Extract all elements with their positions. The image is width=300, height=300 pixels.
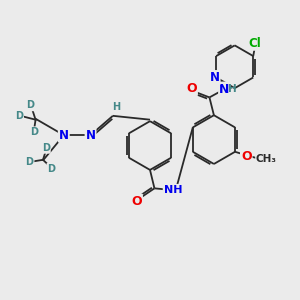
Text: O: O — [131, 195, 142, 208]
Text: D: D — [47, 164, 55, 174]
Text: Cl: Cl — [248, 37, 261, 50]
Text: O: O — [241, 150, 252, 163]
Text: H: H — [112, 102, 120, 112]
Text: CH₃: CH₃ — [256, 154, 277, 164]
Text: D: D — [42, 143, 50, 153]
Text: D: D — [30, 127, 38, 137]
Text: N: N — [219, 82, 230, 96]
Text: N: N — [210, 71, 220, 84]
Text: N: N — [85, 129, 96, 142]
Text: NH: NH — [164, 185, 182, 195]
Text: O: O — [186, 82, 197, 95]
Text: D: D — [26, 100, 34, 110]
Text: D: D — [26, 157, 34, 167]
Text: N: N — [59, 129, 69, 142]
Text: D: D — [15, 111, 23, 121]
Text: H: H — [228, 84, 237, 94]
